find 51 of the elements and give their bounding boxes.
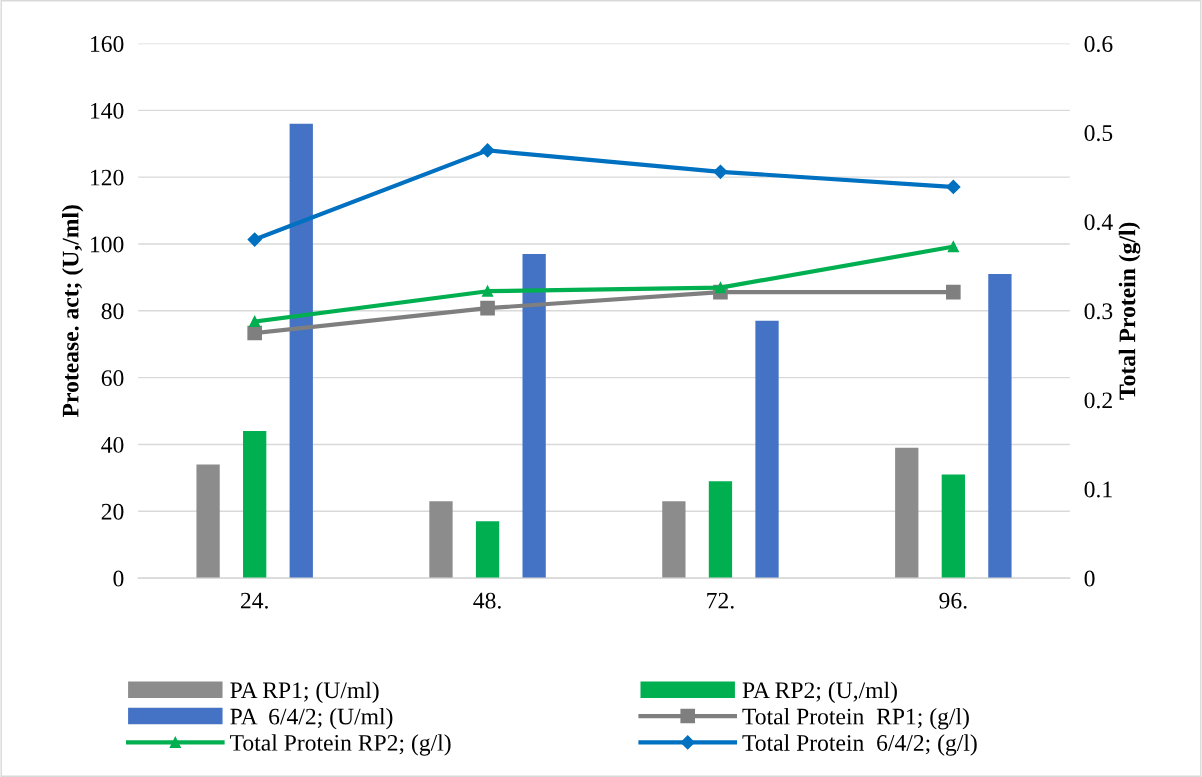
bar bbox=[941, 474, 965, 579]
point bbox=[249, 315, 261, 328]
y2-tick-label: 0.5 bbox=[1084, 125, 1113, 142]
point bbox=[946, 179, 961, 195]
y-tick-label: 60 bbox=[101, 370, 124, 387]
y2-tick-label: 0 bbox=[1084, 570, 1095, 587]
point bbox=[247, 325, 262, 341]
bar bbox=[475, 521, 500, 579]
legend-label: Total Protein RP2; (g/l) bbox=[230, 734, 451, 756]
bar bbox=[895, 447, 919, 579]
y2-tick-label: 0.6 bbox=[1084, 36, 1113, 53]
y-axis-title: Protease. act; (U,/ml) bbox=[61, 205, 84, 418]
bar bbox=[289, 123, 313, 579]
y-tick-label: 120 bbox=[91, 169, 124, 186]
y2-axis-title: Total Protein (g/l) bbox=[1118, 222, 1141, 400]
bar bbox=[662, 501, 686, 579]
legend-label: PA RP1; (U/ml) bbox=[230, 681, 379, 704]
y-tick-label: 40 bbox=[101, 436, 124, 453]
x-tick-label: 24. bbox=[240, 592, 268, 609]
y2-tick-label: 0.4 bbox=[1084, 214, 1113, 231]
point bbox=[480, 143, 495, 158]
y2-tick-label: 0.3 bbox=[1084, 303, 1113, 320]
x-tick-label: 48. bbox=[473, 592, 501, 609]
y-tick-label: 160 bbox=[91, 36, 124, 52]
point bbox=[480, 300, 495, 316]
bar bbox=[708, 481, 733, 579]
y2-tick-label: 0.1 bbox=[1084, 481, 1112, 498]
bar bbox=[988, 274, 1012, 579]
y-tick-label: 100 bbox=[91, 236, 124, 253]
legend-label: PA RP2; (U,/ml) bbox=[742, 681, 897, 704]
point bbox=[247, 232, 262, 247]
legend-label: Total Protein 6/4/2; (g/l) bbox=[742, 734, 977, 756]
y-tick-label: 0 bbox=[113, 570, 124, 587]
x-tick-label: 96. bbox=[939, 592, 967, 609]
legend-label: PA 6/4/2; (U/ml) bbox=[230, 707, 393, 730]
legend-label: Total Protein RP1; (g/l) bbox=[742, 707, 969, 730]
y2-tick-label: 0.2 bbox=[1084, 392, 1112, 409]
x-tick-label: 72. bbox=[707, 592, 734, 609]
point bbox=[714, 282, 727, 294]
y-tick-label: 80 bbox=[101, 303, 124, 320]
bar bbox=[429, 501, 453, 579]
point bbox=[946, 284, 961, 300]
point bbox=[947, 241, 959, 253]
point bbox=[482, 285, 494, 297]
y-tick-label: 140 bbox=[91, 102, 124, 119]
bar bbox=[243, 431, 267, 579]
y-tick-label: 20 bbox=[101, 503, 124, 520]
bar bbox=[522, 254, 546, 579]
point bbox=[713, 164, 728, 179]
bar bbox=[755, 320, 779, 579]
bar bbox=[196, 464, 220, 579]
